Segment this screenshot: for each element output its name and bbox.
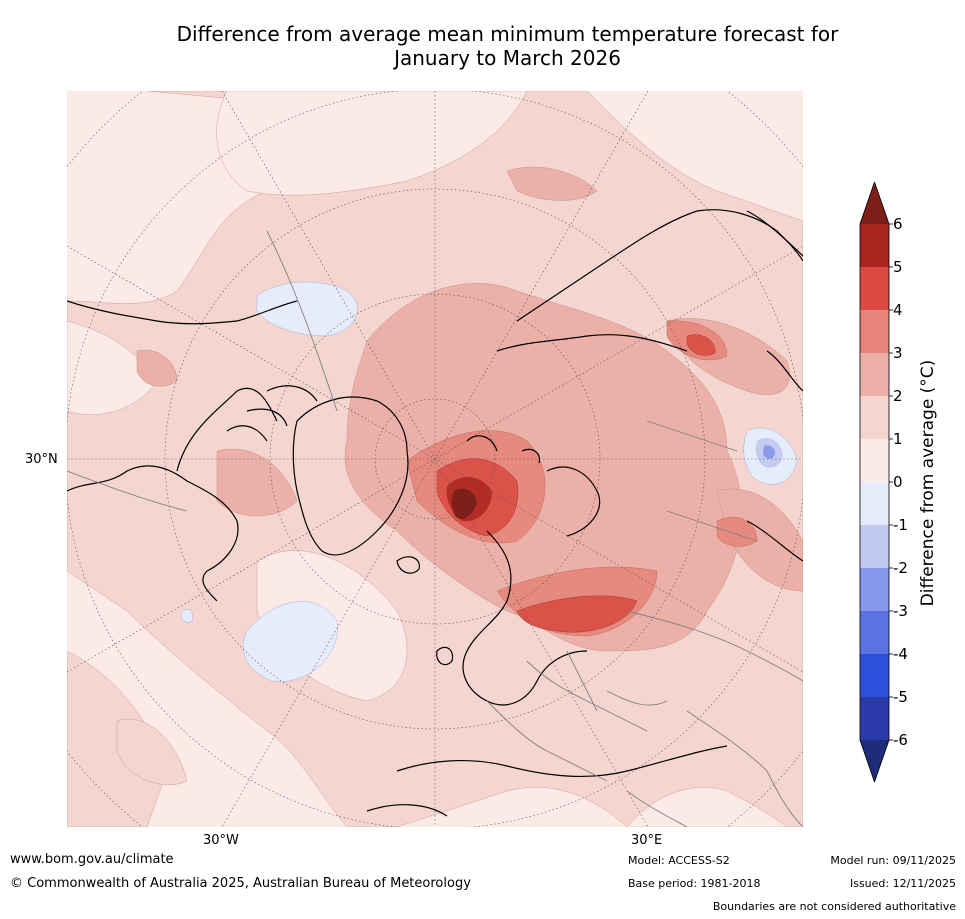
- colorbar-band: [860, 654, 889, 697]
- anomaly-band-neg2-neg3: [763, 445, 776, 459]
- colorbar-tick-label: -5: [893, 688, 908, 706]
- colorbar-tick-label: 5: [893, 258, 903, 276]
- colorbar-tick-label: 6: [893, 215, 903, 233]
- colorbar-extend-low: [860, 740, 889, 782]
- graticule: [67, 91, 803, 827]
- model-text: Model: ACCESS-S2: [628, 854, 730, 867]
- colorbar-title: Difference from average (°C): [918, 359, 938, 607]
- colorbar-tick-label: 3: [893, 344, 903, 362]
- colorbar-tick-label: 4: [893, 301, 903, 319]
- anomaly-band-2-3: [136, 166, 803, 652]
- colorbar-band: [860, 482, 889, 525]
- coastlines: [67, 209, 803, 817]
- colorbar-tick-label: -3: [893, 602, 908, 620]
- colorbar-band: [860, 697, 889, 740]
- title-line-1: Difference from average mean minimum tem…: [176, 22, 839, 46]
- colorbar-band: [860, 224, 889, 267]
- colorbar-band: [860, 525, 889, 568]
- lat-label-30n: 30°N: [25, 452, 58, 467]
- colorbar-tick-label: -2: [893, 559, 908, 577]
- colorbar-tick-label: 0: [893, 473, 903, 491]
- model-run-text: Model run: 09/11/2025: [830, 854, 956, 867]
- colorbar-band: [860, 568, 889, 611]
- colorbar-band: [860, 396, 889, 439]
- colorbar-extend-high: [860, 182, 889, 224]
- colorbar-band: [860, 439, 889, 482]
- anomaly-band-6-plus: [451, 488, 477, 519]
- title-line-2: January to March 2026: [394, 46, 621, 70]
- colorbar-tick-label: -6: [893, 731, 908, 749]
- colorbar-tick-label: -4: [893, 645, 908, 663]
- issued-text: Issued: 12/11/2025: [849, 877, 956, 890]
- lon-label-30e: 30°E: [631, 833, 663, 848]
- country-borders: [67, 230, 803, 827]
- colorbar-band: [860, 611, 889, 654]
- copyright-text: © Commonwealth of Australia 2025, Austra…: [10, 876, 471, 891]
- colorbar-band: [860, 310, 889, 353]
- website-link[interactable]: www.bom.gov.au/climate: [10, 852, 174, 867]
- disclaimer-text: Boundaries are not considered authoritat…: [712, 900, 956, 913]
- colorbar-tick-label: -1: [893, 516, 908, 534]
- colorbar: 6 5 4 3 2 1 0 -1 -2 -3 -4 -5 -6: [859, 182, 908, 782]
- colorbar-band: [860, 267, 889, 310]
- map-title: Difference from average mean minimum tem…: [60, 22, 955, 70]
- base-period-text: Base period: 1981-2018: [628, 877, 761, 890]
- polar-map: [67, 91, 803, 827]
- lon-label-30w: 30°W: [203, 833, 239, 848]
- colorbar-band: [860, 353, 889, 396]
- colorbar-tick-label: 2: [893, 387, 903, 405]
- colorbar-tick-label: 1: [893, 430, 903, 448]
